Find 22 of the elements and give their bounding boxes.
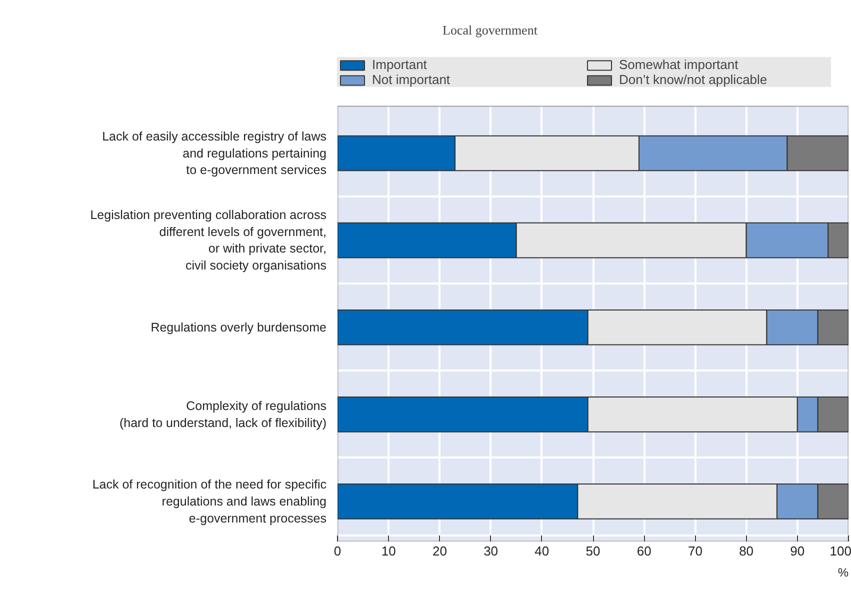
legend-label: Not important (372, 72, 452, 87)
legend-label: Somewhat important (619, 57, 740, 72)
chart-title: Local government (442, 22, 538, 38)
x-tick-label: 30 (484, 544, 498, 558)
x-tick-label: 50 (586, 544, 600, 558)
x-tick-label: 40 (534, 544, 550, 558)
x-tick-label: 10 (381, 544, 396, 558)
y-tick-label: Lack of easily accessible registry of laws and regulations pertaining to e-government services (102, 129, 327, 178)
x-tick-label: 80 (739, 544, 754, 558)
y-tick-label: Legislation preventing collaboration across different levels of government, or with private sector, civil society organisations (90, 208, 327, 273)
legend-label: Important (372, 57, 428, 72)
x-tick-label: 90 (790, 544, 805, 558)
x-tick-label: 60 (636, 544, 652, 558)
x-tick-label: 20 (432, 544, 447, 558)
legend-label: Don’t know/not applicable (619, 72, 768, 87)
x-tick-label: 100 (830, 544, 851, 558)
y-tick-label: Complexity of regulations (hard to understand, lack of flexibility) (119, 399, 327, 430)
x-tick-label: 0 (334, 544, 342, 558)
y-tick-label: Regulations overly burdensome (150, 320, 327, 334)
x-axis-title: % (838, 566, 849, 580)
y-tick-label: Lack of recognition of the need for specific regulations and laws enabling e-government processes (92, 478, 327, 526)
x-tick-label: 70 (688, 544, 702, 558)
